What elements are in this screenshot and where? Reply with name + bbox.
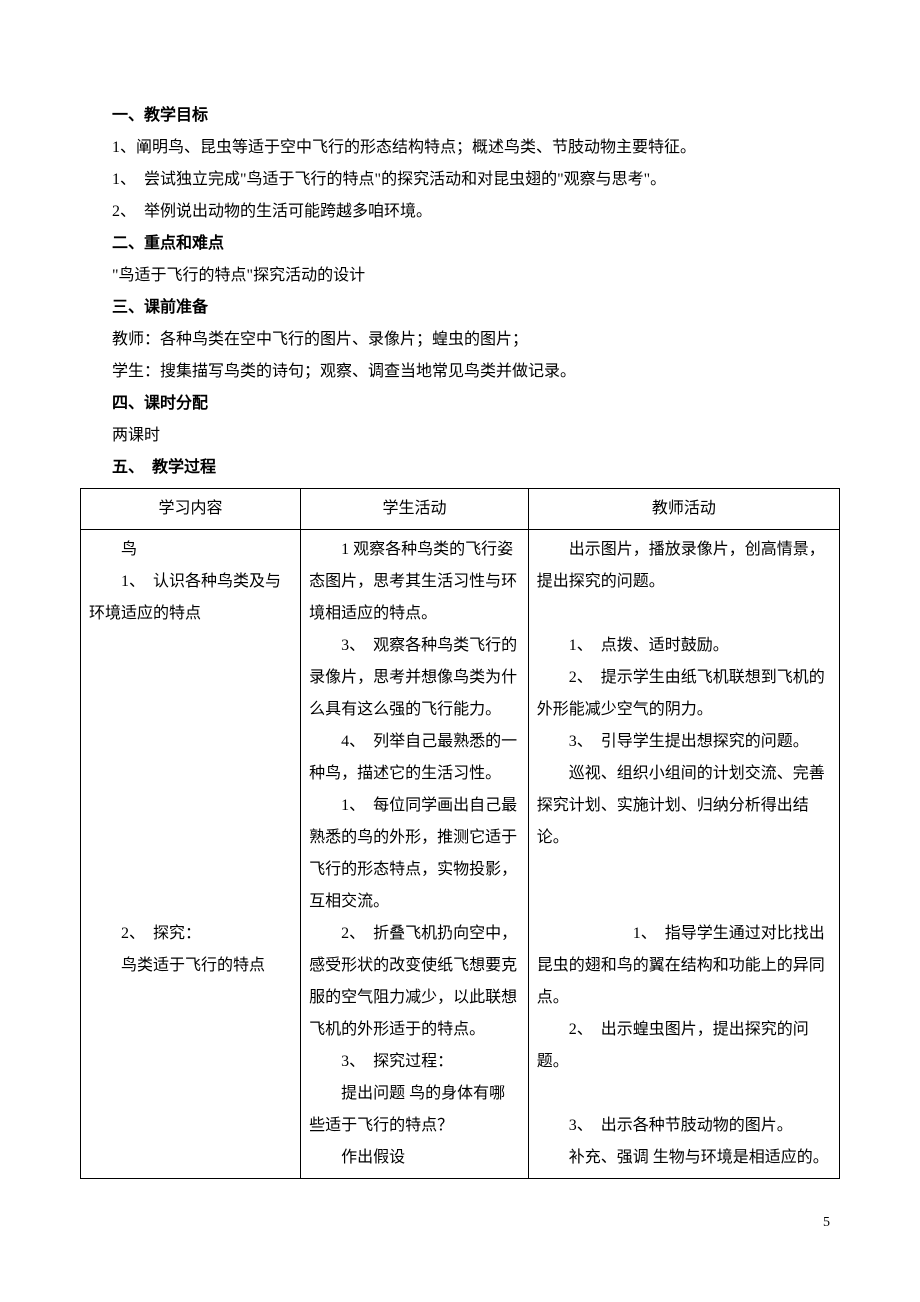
teaching-process-table: 学习内容 学生活动 教师活动 鸟 1、 认识各种鸟类及与环境适应的特点 2、 探…	[80, 488, 840, 1179]
section-2-line-1: "鸟适于飞行的特点"探究活动的设计	[80, 260, 840, 292]
section-5-heading: 五、 教学过程	[80, 452, 840, 484]
section-2-heading: 二、重点和难点	[80, 228, 840, 260]
table-header-col3: 教师活动	[528, 489, 839, 530]
table-header-col1: 学习内容	[81, 489, 301, 530]
section-3-line-2: 学生：搜集描写鸟类的诗句；观察、调查当地常见鸟类并做记录。	[80, 356, 840, 388]
section-4-heading: 四、课时分配	[80, 388, 840, 420]
table-body-row: 鸟 1、 认识各种鸟类及与环境适应的特点 2、 探究： 鸟类适于飞行的特点 1 …	[81, 530, 840, 1179]
section-1-line-1: 1、阐明鸟、昆虫等适于空中飞行的形态结构特点；概述鸟类、节肢动物主要特征。	[80, 132, 840, 164]
table-body-col3: 出示图片，播放录像片，创高情景，提出探究的问题。 1、 点拨、适时鼓励。 2、 …	[528, 530, 839, 1179]
section-1-line-3: 2、 举例说出动物的生活可能跨越多咱环境。	[80, 196, 840, 228]
page-number: 5	[80, 1209, 840, 1237]
section-1-heading: 一、教学目标	[80, 100, 840, 132]
section-4-line-1: 两课时	[80, 420, 840, 452]
section-3-heading: 三、课前准备	[80, 292, 840, 324]
table-header-row: 学习内容 学生活动 教师活动	[81, 489, 840, 530]
table-body-col2: 1 观察各种鸟类的飞行姿态图片，思考其生活习性与环境相适应的特点。 3、 观察各…	[301, 530, 529, 1179]
table-header-col2: 学生活动	[301, 489, 529, 530]
section-1-line-2: 1、 尝试独立完成"鸟适于飞行的特点"的探究活动和对昆虫翅的"观察与思考"。	[80, 164, 840, 196]
section-3-line-1: 教师：各种鸟类在空中飞行的图片、录像片；蝗虫的图片；	[80, 324, 840, 356]
table-body-col1: 鸟 1、 认识各种鸟类及与环境适应的特点 2、 探究： 鸟类适于飞行的特点	[81, 530, 301, 1179]
